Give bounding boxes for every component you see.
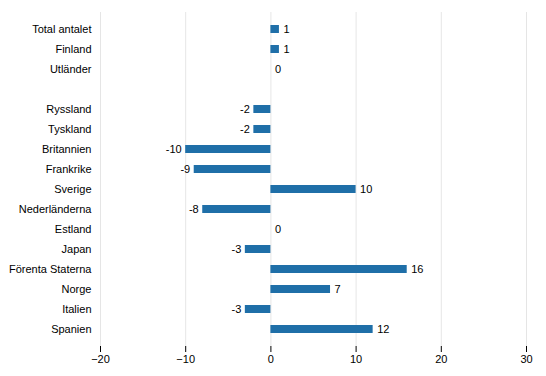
svg-text:7: 7	[335, 283, 341, 295]
svg-text:Norge: Norge	[62, 283, 92, 295]
svg-text:10: 10	[350, 353, 362, 365]
svg-text:10: 10	[360, 183, 372, 195]
svg-text:0: 0	[268, 353, 274, 365]
svg-text:−20: −20	[91, 353, 110, 365]
svg-text:-10: -10	[166, 143, 182, 155]
svg-text:Utländer: Utländer	[50, 63, 92, 75]
svg-text:16: 16	[411, 263, 423, 275]
svg-text:20: 20	[435, 353, 447, 365]
svg-text:Total antalet: Total antalet	[32, 23, 91, 35]
svg-text:Spanien: Spanien	[51, 323, 91, 335]
svg-text:-3: -3	[232, 243, 242, 255]
svg-text:Sverige: Sverige	[54, 183, 91, 195]
svg-text:-8: -8	[189, 203, 199, 215]
svg-text:Japan: Japan	[62, 243, 92, 255]
svg-text:12: 12	[377, 323, 389, 335]
svg-text:30: 30	[520, 353, 532, 365]
svg-text:-2: -2	[240, 123, 250, 135]
svg-text:-3: -3	[232, 303, 242, 315]
svg-text:-2: -2	[240, 103, 250, 115]
svg-text:0: 0	[275, 63, 281, 75]
svg-text:Finland: Finland	[55, 43, 91, 55]
svg-text:Förenta Staterna: Förenta Staterna	[9, 263, 92, 275]
svg-text:-9: -9	[180, 163, 190, 175]
svg-text:Tyskland: Tyskland	[48, 123, 91, 135]
svg-text:0: 0	[275, 223, 281, 235]
svg-text:Frankrike: Frankrike	[46, 163, 92, 175]
svg-text:Ryssland: Ryssland	[46, 103, 91, 115]
svg-text:Britannien: Britannien	[42, 143, 92, 155]
svg-text:Estland: Estland	[55, 223, 92, 235]
svg-text:Nederländerna: Nederländerna	[19, 203, 93, 215]
svg-text:−10: −10	[176, 353, 195, 365]
svg-text:1: 1	[283, 43, 289, 55]
svg-text:Italien: Italien	[62, 303, 91, 315]
svg-text:1: 1	[283, 23, 289, 35]
